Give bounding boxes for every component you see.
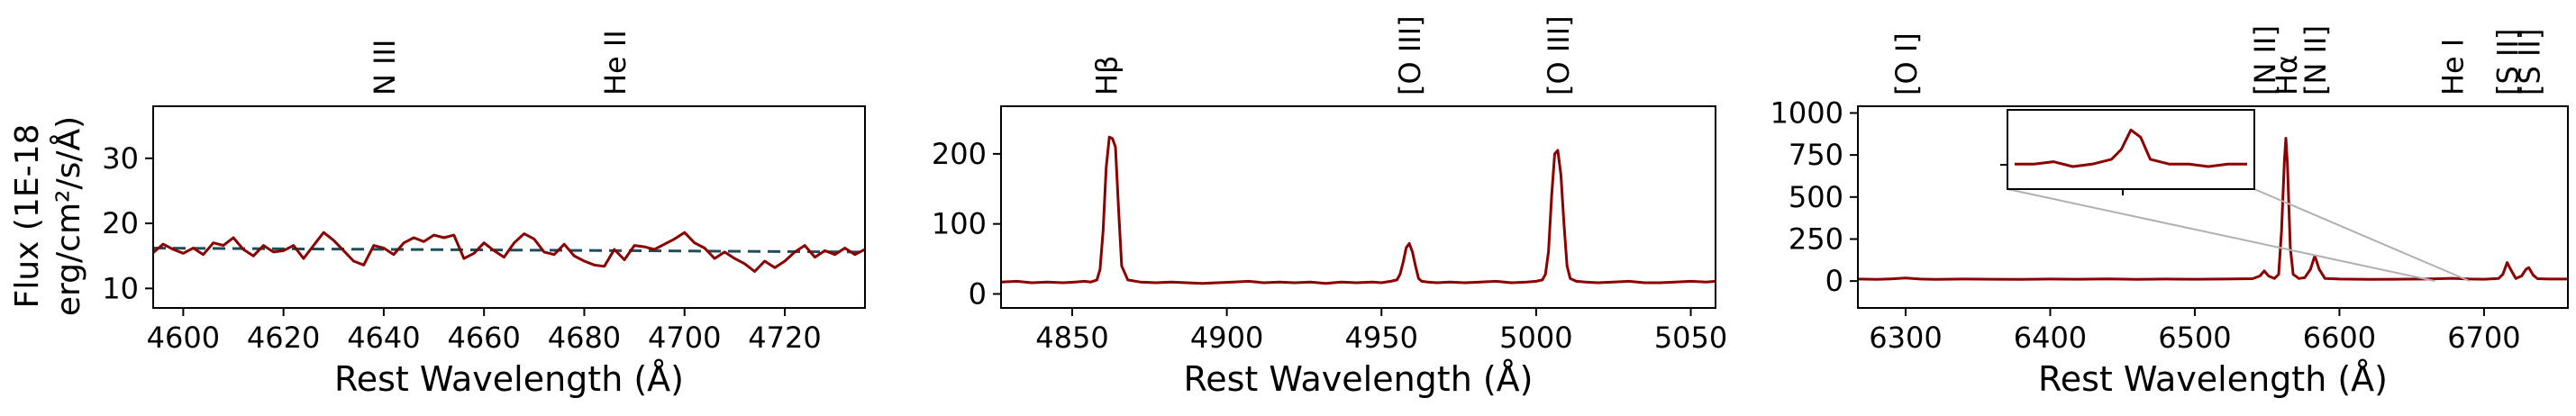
x-axis-label: Rest Wavelength (Å) — [334, 359, 684, 399]
x-tick-label: 6400 — [2014, 321, 2087, 355]
x-tick-label: 6500 — [2158, 321, 2231, 355]
emission-line-label: [O I] — [1889, 32, 1924, 95]
y-tick-label: 100 — [932, 207, 987, 241]
x-tick-label: 4660 — [447, 321, 520, 355]
x-tick-label: 4700 — [648, 321, 721, 355]
x-tick-label: 4680 — [548, 321, 621, 355]
x-tick-label: 6600 — [2303, 321, 2376, 355]
emission-line-label: Hα — [2270, 55, 2304, 95]
y-axis-label-line2: erg/cm²/s/Å) — [49, 116, 87, 316]
axes-frame — [1000, 105, 1716, 309]
x-tick-label: 4640 — [347, 321, 420, 355]
emission-line-label: [S II] — [2513, 29, 2547, 95]
y-tick-label: 0 — [969, 276, 987, 311]
spectrum-line — [153, 231, 865, 273]
y-tick-label: 250 — [1789, 222, 1843, 256]
inset-connector-line — [2007, 188, 2435, 283]
x-axis-label: Rest Wavelength (Å) — [1184, 359, 1534, 399]
panel-nIII-heII: 4600 4620 4640 4660 4680 4700 4720 10 20 30 Rest W… — [102, 30, 866, 399]
y-tick-label: 750 — [1789, 138, 1843, 172]
axes-frame — [1857, 105, 2569, 309]
emission-line-label: [N II] — [2298, 25, 2333, 95]
spectrum-line — [1858, 137, 2568, 281]
spectrum-line — [1001, 135, 1716, 285]
x-tick-label: 4600 — [147, 321, 220, 355]
y-tick-label: 20 — [102, 206, 139, 240]
x-tick-label: 4620 — [247, 321, 320, 355]
emission-line-label: He I — [2436, 39, 2471, 95]
y-tick-label: 1000 — [1770, 95, 1843, 130]
emission-line-label: N III — [368, 40, 402, 95]
x-axis-label: Rest Wavelength (Å) — [2038, 359, 2388, 399]
emission-line-label: [S II] — [2491, 29, 2526, 95]
x-tick-label: 6700 — [2447, 321, 2520, 355]
emission-line-label: He II — [598, 30, 633, 95]
axes-frame — [152, 105, 866, 309]
x-tick-label: 4950 — [1345, 321, 1418, 355]
x-tick-label: 4900 — [1190, 321, 1263, 355]
x-tick-label: 4720 — [748, 321, 821, 355]
x-tick-label: 5000 — [1499, 321, 1572, 355]
y-tick-label: 30 — [102, 141, 139, 176]
emission-line-label: [O III] — [1542, 15, 1576, 95]
y-tick-label: 500 — [1789, 180, 1843, 214]
x-tick-label: 6300 — [1869, 321, 1942, 355]
y-tick-label: 0 — [1825, 264, 1843, 298]
emission-line-label: Hβ — [1090, 56, 1124, 95]
panel-hbeta-oIII: 4850 4900 4950 5000 5050 0 100 200 Rest Waveleng… — [932, 15, 1727, 399]
emission-line-label: [O III] — [1393, 15, 1427, 95]
inset-connector-line — [2253, 188, 2471, 283]
y-tick-label: 200 — [932, 137, 987, 171]
x-tick-label: 5050 — [1654, 321, 1727, 355]
y-tick-label: 10 — [102, 271, 139, 305]
panel-halpha-nII-sII: 6300 6400 6500 6600 6700 0 250 500 750 1000 Rest W… — [1770, 25, 2569, 399]
y-axis-label-line1: Flux (1E-18 — [9, 124, 46, 309]
x-tick-label: 4850 — [1035, 321, 1108, 355]
inset-spectrum-line — [2015, 128, 2247, 168]
emission-line-label: [N II] — [2248, 25, 2282, 95]
inset-frame — [2007, 109, 2255, 190]
